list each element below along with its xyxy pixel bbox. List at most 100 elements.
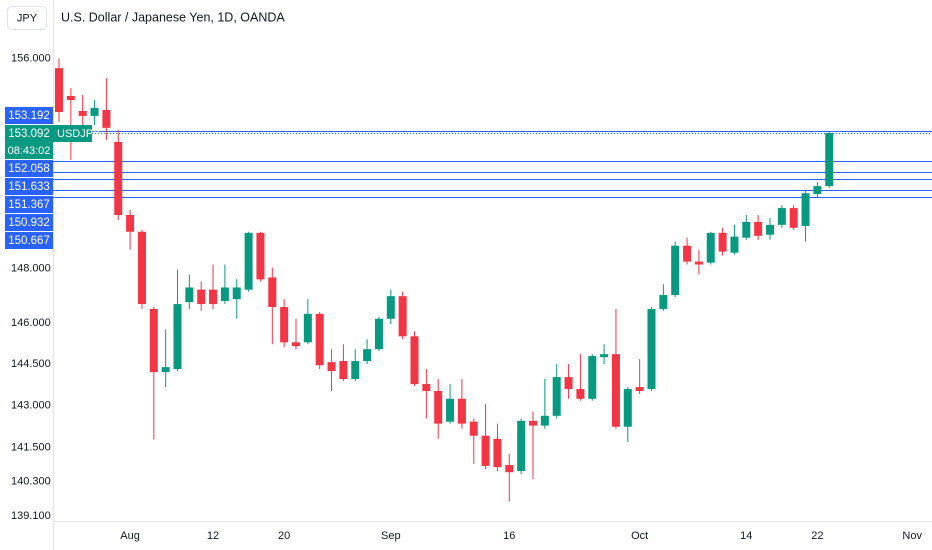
candle-body	[647, 308, 656, 390]
y-tick-label: 148.000	[11, 262, 51, 274]
level-label: 150.932	[8, 217, 50, 229]
y-tick-label: 139.100	[11, 510, 51, 522]
candle-body	[481, 435, 490, 466]
x-tick-label: 16	[503, 530, 515, 542]
candle-body	[588, 356, 597, 399]
candle-body	[185, 287, 194, 303]
candle-body	[374, 318, 383, 350]
level-label-bg	[5, 232, 53, 250]
candle-body	[517, 420, 526, 472]
candle-body	[126, 214, 135, 232]
x-tick-label: Oct	[631, 530, 648, 542]
countdown-label: 08:43:02	[8, 145, 51, 157]
level-label-bg	[5, 160, 53, 178]
currency-button[interactable]	[7, 6, 47, 30]
x-tick-label: Sep	[381, 530, 401, 542]
x-tick-label: 22	[811, 530, 823, 542]
level-label-bg	[5, 107, 53, 125]
candle-body	[386, 296, 395, 319]
candle-body	[446, 398, 455, 422]
candle-body	[149, 308, 158, 373]
currency-label: JPY	[17, 12, 38, 24]
candle-body	[315, 313, 324, 366]
level-label-bg	[5, 196, 53, 214]
candle-body	[659, 295, 668, 309]
candle-body	[137, 231, 146, 305]
candle-body	[363, 349, 372, 362]
y-tick-label: 144.500	[11, 358, 51, 370]
level-label: 151.367	[8, 199, 50, 211]
candle-body	[327, 362, 336, 372]
candle-body	[339, 361, 348, 380]
candle-body	[671, 245, 680, 296]
candle-body	[777, 208, 786, 225]
candle-body	[718, 232, 727, 252]
price-label-bg	[5, 125, 92, 143]
candle-body	[303, 313, 312, 343]
candle-body	[280, 307, 289, 343]
candle-body	[813, 186, 822, 195]
x-tick-label: 14	[740, 530, 752, 542]
candle-body	[742, 221, 751, 238]
level-label-bg	[5, 178, 53, 196]
candle-body	[683, 245, 692, 262]
candle-body	[256, 232, 265, 280]
y-tick-label: 143.000	[11, 400, 51, 412]
x-tick-label: Nov	[902, 530, 922, 542]
candle-body	[552, 377, 561, 416]
candle-body	[292, 342, 300, 347]
candle-body	[576, 389, 585, 399]
candle-body	[114, 141, 123, 215]
candle-body	[102, 109, 111, 128]
candle-body	[209, 289, 218, 305]
candle-body	[351, 361, 360, 380]
candle-body	[825, 133, 834, 187]
price-label: 153.092	[8, 128, 50, 140]
candle-body	[766, 224, 774, 235]
level-label-bg	[5, 214, 53, 232]
y-tick-label: 141.500	[11, 442, 51, 454]
candle-body	[789, 208, 798, 228]
candle-body	[469, 421, 478, 436]
candle-body	[244, 232, 253, 290]
candle-body	[754, 221, 763, 236]
candle-body	[232, 287, 241, 300]
x-tick-label: 20	[278, 530, 290, 542]
chart-title: U.S. Dollar / Japanese Yen, 1D, OANDA	[61, 10, 285, 24]
y-tick-label: 146.000	[11, 317, 51, 329]
candle-body	[66, 95, 75, 101]
candle-body	[600, 354, 609, 358]
candle-body	[493, 438, 502, 468]
candle-body	[730, 236, 739, 253]
countdown-bg	[5, 142, 53, 160]
candle-body	[434, 390, 443, 424]
x-tick-label: Aug	[120, 530, 140, 542]
candle-body	[197, 289, 206, 305]
candle-body	[220, 287, 229, 302]
candle-body	[78, 110, 87, 116]
candle-body	[623, 389, 632, 427]
candle-body	[268, 277, 277, 308]
y-tick-label: 156.000	[11, 52, 51, 64]
candle-body	[529, 420, 537, 426]
price-symbol: USDJPY	[57, 128, 101, 140]
candle-body	[801, 193, 810, 226]
level-label: 150.667	[8, 235, 50, 247]
candle-body	[457, 398, 466, 424]
x-tick-label: 12	[207, 530, 219, 542]
candle-body	[540, 415, 549, 426]
level-label: 153.192	[8, 110, 50, 122]
candle-body	[635, 387, 644, 391]
level-label: 152.058	[8, 163, 50, 175]
candle-body	[55, 68, 63, 113]
candle-body	[173, 304, 182, 370]
level-label: 151.633	[8, 181, 50, 193]
candle-body	[694, 261, 703, 265]
candle-body	[611, 354, 620, 427]
candle-body	[161, 367, 170, 373]
candle-body	[505, 465, 514, 473]
candle-body	[410, 336, 419, 385]
candle-body	[90, 107, 99, 116]
